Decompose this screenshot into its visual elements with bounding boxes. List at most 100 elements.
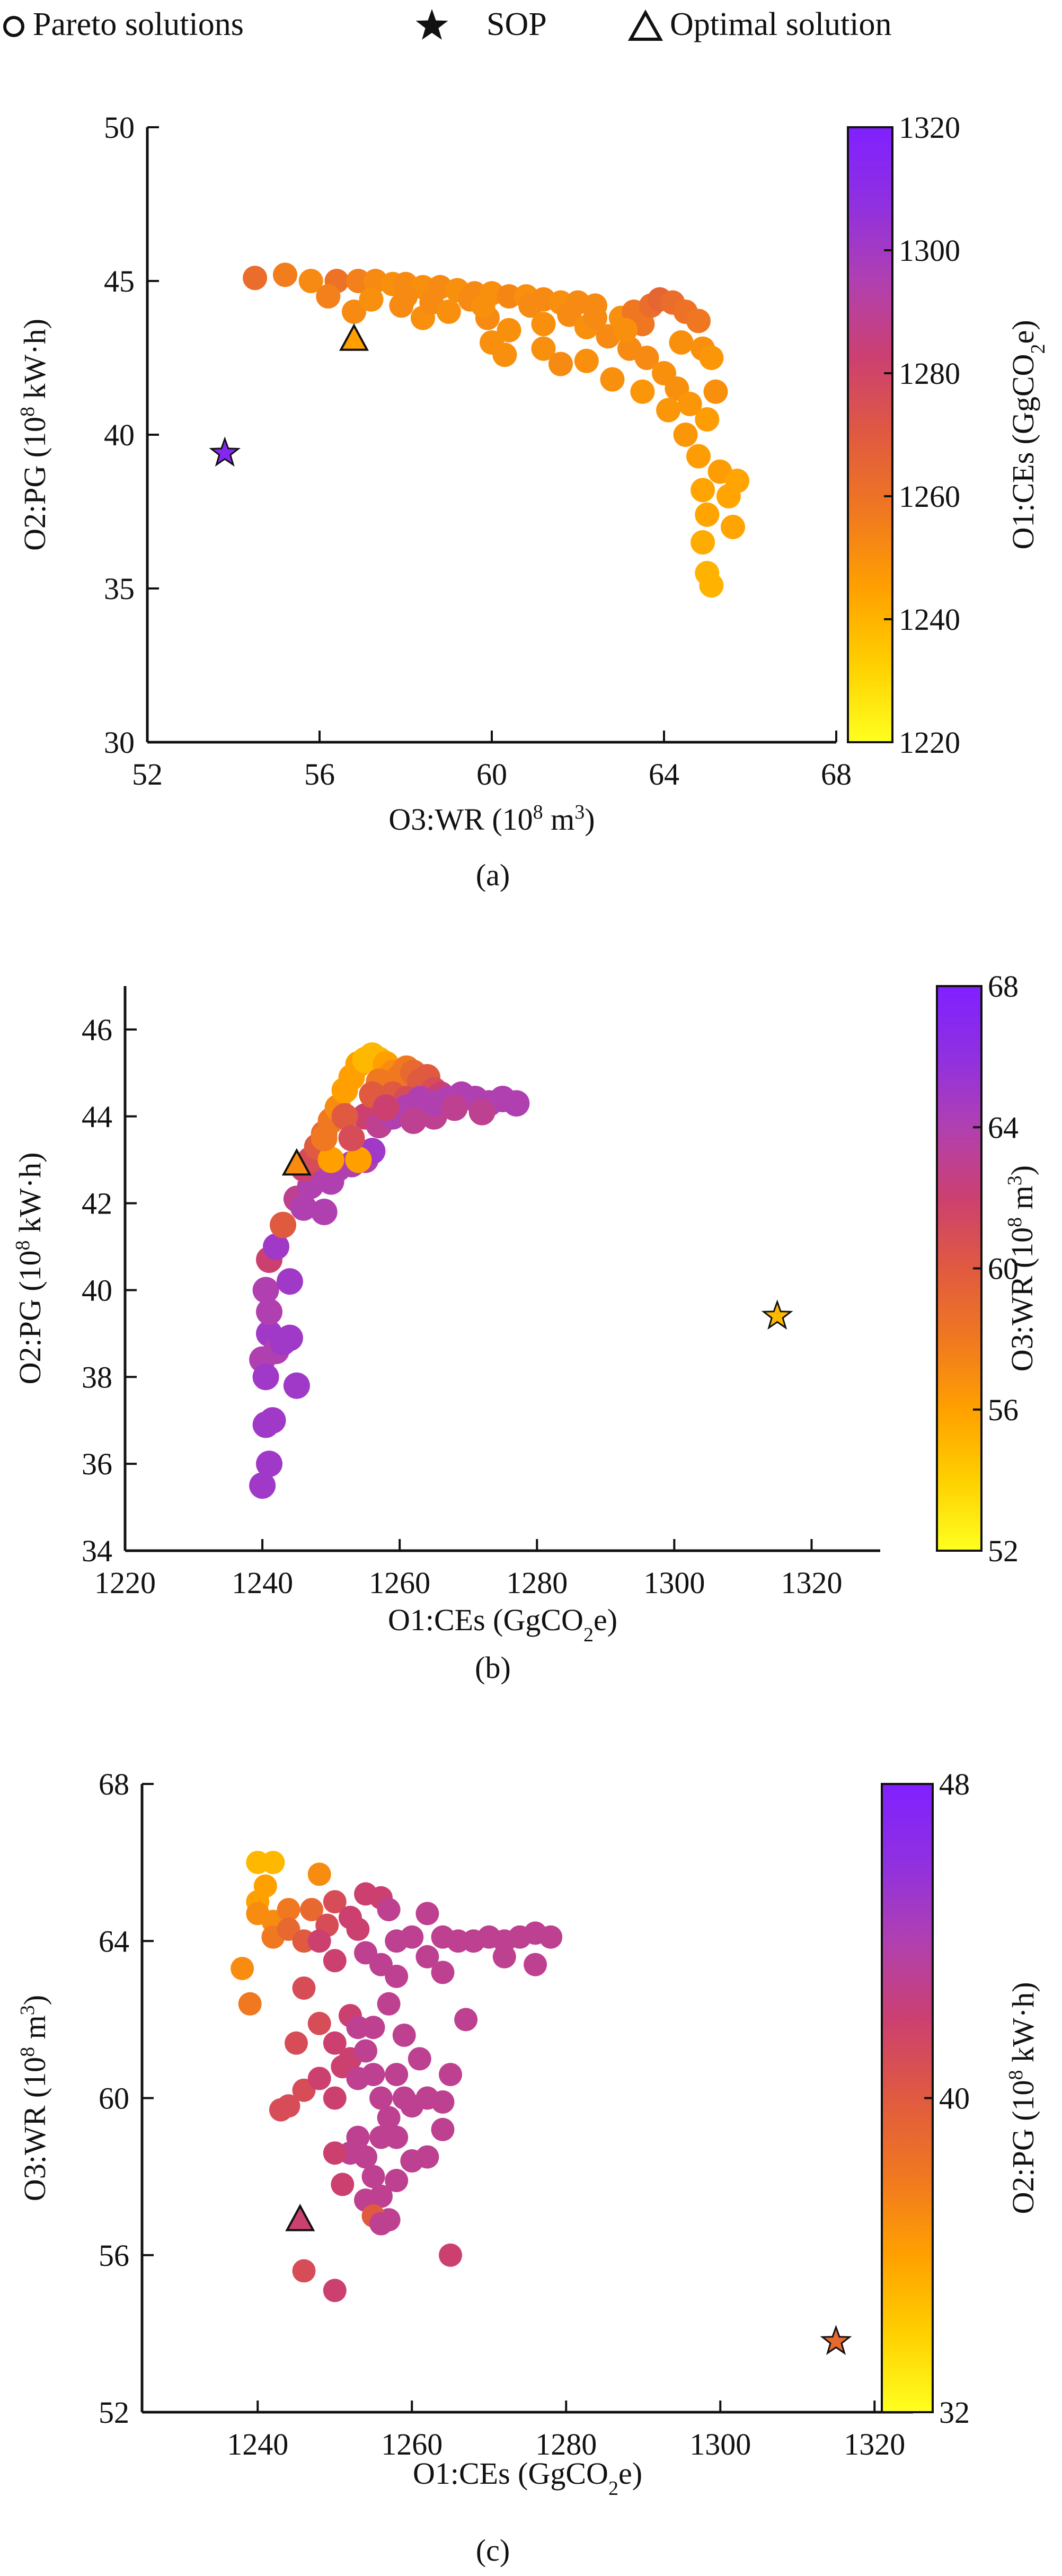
pareto-point: [307, 2067, 331, 2090]
legend-label-pareto: Pareto solutions: [33, 6, 244, 42]
pareto-point: [531, 312, 556, 337]
pareto-point: [539, 1925, 563, 1949]
pareto-point: [497, 284, 521, 309]
optimal-solution-marker: [285, 2203, 315, 2231]
pareto-point: [518, 293, 543, 318]
x-tick-label: 1320: [781, 1566, 842, 1600]
pareto-point: [634, 346, 659, 370]
pareto-point: [361, 2063, 385, 2087]
pareto-point: [686, 444, 711, 469]
y-tick-label: 44: [82, 1100, 112, 1134]
pareto-point: [276, 1268, 303, 1295]
colorbar-tick-label: 60: [988, 1252, 1019, 1286]
x-tick-label: 1240: [232, 1566, 293, 1600]
pareto-point: [377, 2106, 401, 2130]
legend-item-pareto: Pareto solutions: [3, 6, 244, 42]
y-axis-label: O2:PG (108 kW·h): [16, 319, 52, 551]
pareto-point: [695, 407, 720, 432]
pareto-point: [307, 1929, 331, 1953]
y-tick-label: 45: [104, 264, 135, 298]
pareto-point: [377, 1992, 401, 2016]
pareto-point: [252, 1364, 279, 1391]
pareto-point: [323, 2031, 347, 2055]
y-tick-label: 46: [82, 1013, 112, 1047]
pareto-point: [331, 1103, 358, 1130]
colorbar-tick-label: 64: [988, 1110, 1019, 1145]
pareto-point: [415, 1945, 439, 1968]
colorbar-tick-label: 1320: [899, 110, 960, 145]
pareto-point: [392, 2024, 416, 2047]
pareto-point: [323, 1949, 347, 1973]
pareto-point: [342, 300, 366, 324]
pareto-point: [613, 318, 638, 342]
pareto-point: [431, 2090, 455, 2114]
pareto-point: [300, 1898, 324, 1921]
pareto-point: [359, 287, 384, 312]
pareto-point: [677, 392, 702, 416]
colorbar-tick-label: 1240: [899, 602, 960, 637]
pareto-point: [436, 300, 461, 324]
pareto-point: [393, 284, 418, 309]
optimal-solution-marker: [339, 323, 369, 351]
pareto-point: [307, 1862, 331, 1886]
pareto-point: [253, 1874, 277, 1898]
x-tick-label: 56: [304, 757, 335, 792]
pareto-point: [311, 1124, 338, 1151]
pareto-point: [673, 423, 698, 447]
pareto-point: [468, 1098, 495, 1126]
colorbar-label: O3:WR (108 m3): [1004, 1165, 1039, 1371]
colorbar-tick-label: 48: [939, 1767, 970, 1801]
pareto-point: [369, 2125, 393, 2149]
pareto-point: [557, 302, 582, 327]
x-tick-label: 1260: [369, 1566, 430, 1600]
pareto-point: [346, 269, 371, 293]
pareto-point: [503, 1090, 530, 1117]
pareto-point: [311, 1199, 338, 1225]
pareto-point: [259, 1407, 286, 1434]
sop-marker: [209, 436, 241, 467]
y-tick-label: 52: [99, 2395, 129, 2430]
pareto-point: [307, 2011, 331, 2035]
subfigure-caption: (a): [476, 858, 510, 892]
x-tick-label: 68: [821, 757, 852, 792]
pareto-point: [345, 1146, 372, 1173]
pareto-point: [323, 2086, 347, 2110]
y-tick-label: 50: [104, 110, 135, 145]
pareto-point: [454, 2008, 478, 2032]
pareto-point: [243, 266, 268, 291]
x-tick-label: 64: [649, 757, 679, 792]
pareto-point: [656, 398, 681, 423]
colorbar-tick-label: 32: [939, 2395, 970, 2430]
pareto-point: [630, 379, 655, 404]
y-tick-label: 64: [99, 1924, 129, 1958]
y-tick-label: 40: [82, 1273, 112, 1307]
pareto-point: [400, 1107, 427, 1134]
optimal-solution-marker: [281, 1148, 312, 1176]
x-tick-label: 1300: [689, 2427, 751, 2461]
colorbar-tick-label: 40: [939, 2081, 970, 2116]
pareto-point: [439, 2243, 462, 2267]
pareto-point: [276, 1324, 303, 1351]
y-tick-label: 42: [82, 1186, 112, 1221]
x-tick-label: 1280: [535, 2427, 597, 2461]
colorbar-tick-label: 1300: [899, 233, 960, 268]
pareto-point: [354, 1941, 377, 1965]
pareto-point: [574, 348, 599, 373]
pareto-point: [263, 1233, 289, 1260]
pareto-point: [238, 1992, 262, 2016]
pareto-point: [695, 502, 720, 527]
colorbar-label: O2:PG (108 kW·h): [1005, 1982, 1040, 2214]
x-tick-label: 60: [476, 757, 507, 792]
colorbar-tick-label: 1260: [899, 479, 960, 514]
pareto-point: [252, 1277, 279, 1304]
pareto-point: [317, 1146, 344, 1173]
pareto-point: [400, 2149, 424, 2173]
pareto-point: [669, 330, 694, 355]
colorbar-label: O1:CEs (GgCO2e): [1006, 320, 1049, 549]
sop-marker: [820, 2325, 852, 2355]
x-tick-label: 1280: [506, 1566, 568, 1600]
x-axis-label: O1:CEs (GgCO2e): [388, 1603, 617, 1646]
sop-marker: [761, 1299, 793, 1330]
pareto-point: [256, 1450, 282, 1478]
